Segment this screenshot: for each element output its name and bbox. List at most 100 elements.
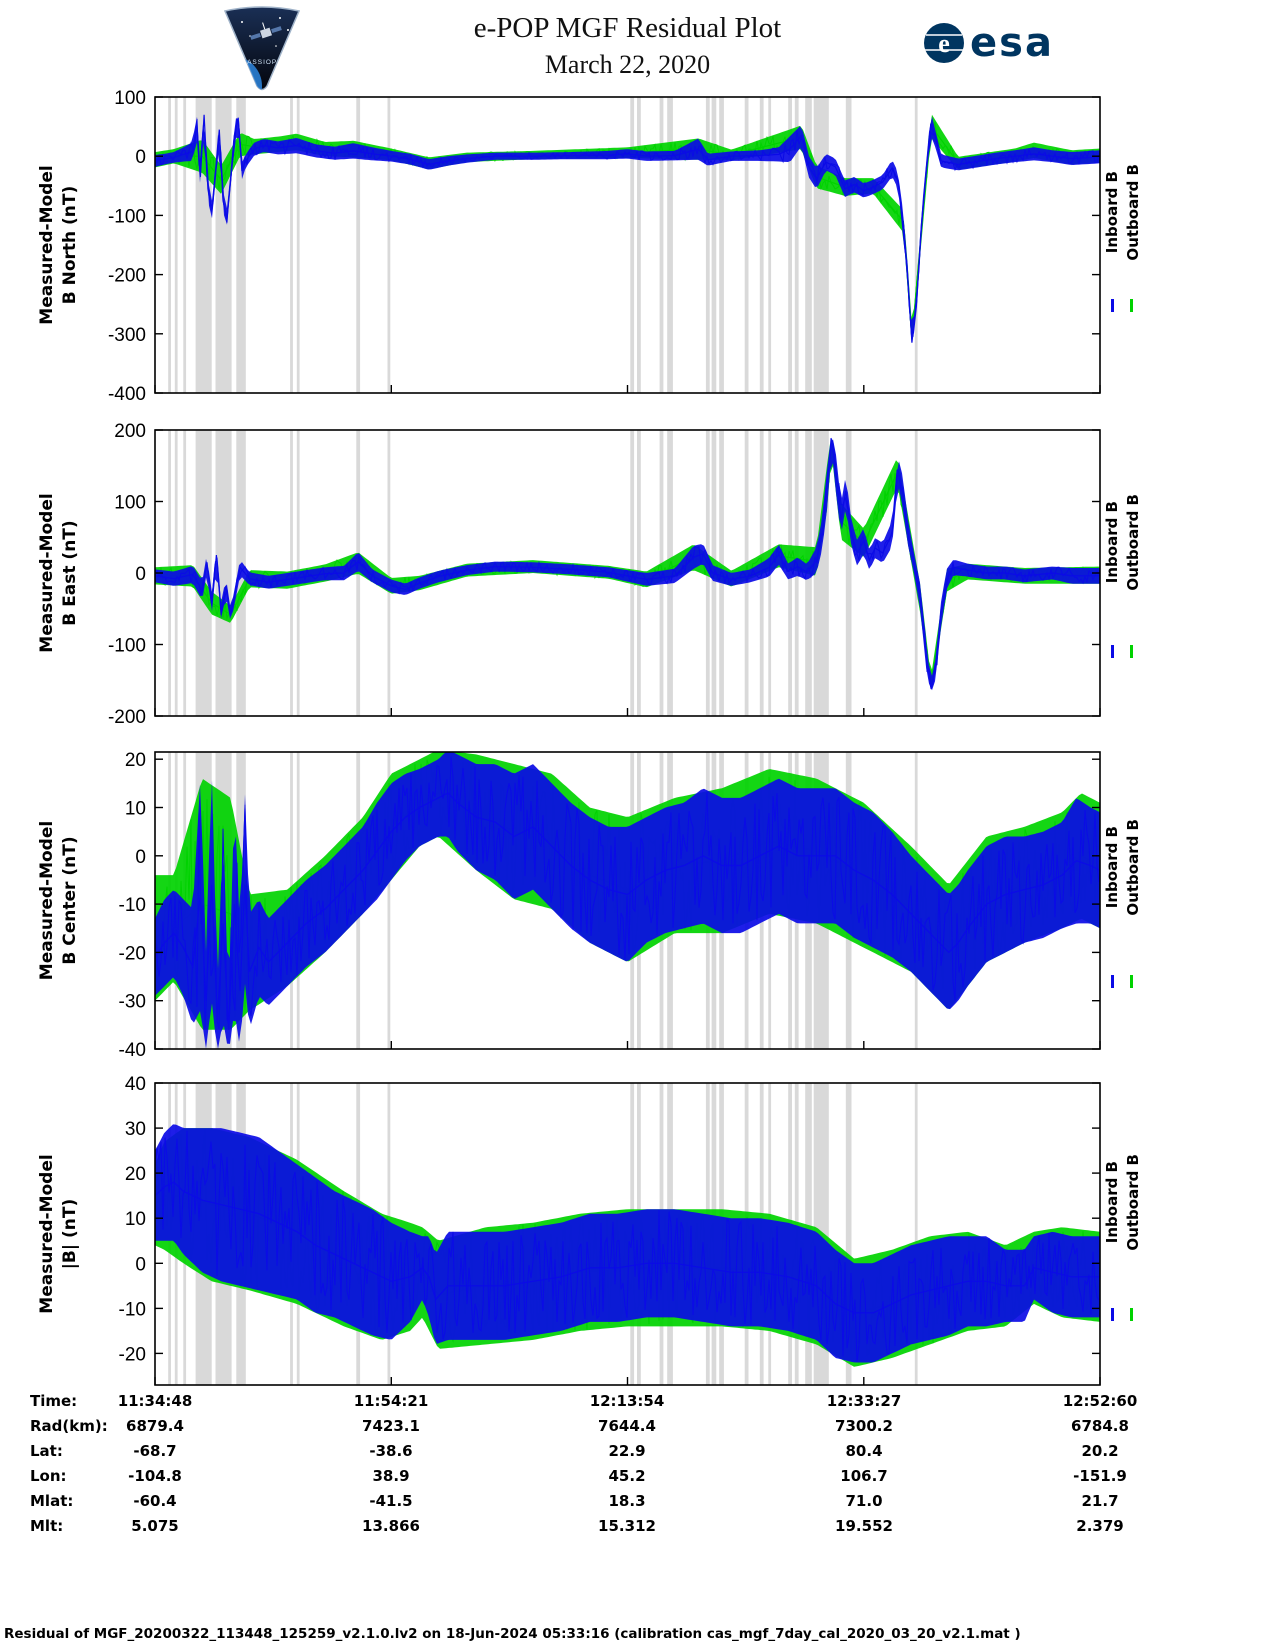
page-date: March 22, 2020 (544, 50, 711, 79)
ephemeris-row-mlt: Mlt: 5.075 13.866 15.312 19.552 2.379 (0, 1517, 1275, 1541)
legend-b-north: Inboard B Outboard B (1103, 117, 1142, 307)
ephemeris-value: 45.2 (608, 1467, 646, 1485)
svg-text:-400: -400 (108, 384, 146, 405)
ephemeris-row-mlat: Mlat: -60.4 -41.5 18.3 71.0 21.7 (0, 1492, 1275, 1516)
ephemeris-value: -41.5 (369, 1492, 413, 1510)
ephemeris-value: 12:13:54 (589, 1392, 665, 1410)
esa-logo: e esa (922, 20, 1054, 66)
ephemeris-label: Time: (30, 1392, 78, 1410)
legend-b-center: Inboard B Outboard B (1103, 772, 1142, 962)
legend-inboard-mark (1111, 975, 1114, 988)
ephemeris-value: 11:54:21 (353, 1392, 429, 1410)
legend-outboard-label: Outboard B (1124, 818, 1142, 916)
svg-text:-10: -10 (119, 895, 146, 916)
ylabel-line2: B East (nT) (60, 520, 80, 626)
svg-text:-100: -100 (108, 636, 146, 657)
esa-wordmark: esa (970, 20, 1054, 66)
ephemeris-value: 15.312 (598, 1517, 656, 1535)
svg-text:-30: -30 (119, 992, 146, 1013)
svg-text:20: 20 (125, 1164, 146, 1185)
legend-outboard-label: Outboard B (1124, 1154, 1142, 1251)
svg-text:10: 10 (125, 1209, 146, 1230)
ephemeris-value: 7300.2 (835, 1417, 893, 1435)
ylabel-line1: Measured-Model (37, 493, 57, 653)
legend-b-mag: Inboard B Outboard B (1103, 1105, 1142, 1300)
ephemeris-value: 6879.4 (126, 1417, 184, 1435)
svg-text:0: 0 (135, 147, 146, 168)
ephemeris-label: Rad(km): (30, 1417, 108, 1435)
legend-b-east: Inboard B Outboard B (1103, 450, 1142, 635)
legend-inboard-label: Inboard B (1103, 1161, 1121, 1244)
ephemeris-value: 11:34:48 (117, 1392, 193, 1410)
ephemeris-value: 6784.8 (1071, 1417, 1129, 1435)
svg-text:-10: -10 (119, 1299, 146, 1320)
ephemeris-value: 5.075 (131, 1517, 179, 1535)
ephemeris-value: 80.4 (845, 1442, 883, 1460)
ephemeris-value: 21.7 (1081, 1492, 1119, 1510)
cassiope-mission-logo: CASSIOPE (223, 6, 301, 91)
ephemeris-value: 20.2 (1081, 1442, 1119, 1460)
footer-provenance-text: Residual of MGF_20200322_113448_125259_v… (4, 1626, 1021, 1642)
svg-text:40: 40 (125, 1074, 146, 1095)
ephemeris-label: Lon: (30, 1467, 67, 1485)
ephemeris-value: 12:52:60 (1062, 1392, 1138, 1410)
ephemeris-label: Lat: (30, 1442, 63, 1460)
svg-text:100: 100 (114, 493, 146, 514)
ylabel-line1: Measured-Model (37, 165, 57, 325)
svg-text:20: 20 (125, 750, 146, 771)
ephemeris-row-lat: Lat: -68.7 -38.6 22.9 80.4 20.2 (0, 1442, 1275, 1466)
panel-b-north-plot: 100 0 -100 -200 -300 -400 (108, 88, 1101, 405)
y-axis-label-b-center: Measured-Model B Center (nT) (36, 752, 82, 1049)
svg-text:-20: -20 (119, 1344, 146, 1365)
legend-inboard-mark (1111, 645, 1114, 658)
svg-text:-20: -20 (119, 943, 146, 964)
ephemeris-value: -68.7 (133, 1442, 177, 1460)
ephemeris-value: -151.9 (1073, 1467, 1127, 1485)
ephemeris-value: -60.4 (133, 1492, 177, 1510)
ephemeris-value: 18.3 (608, 1492, 646, 1510)
svg-text:0: 0 (135, 847, 146, 868)
ephemeris-row-lon: Lon: -104.8 38.9 45.2 106.7 -151.9 (0, 1467, 1275, 1491)
ephemeris-value: 2.379 (1076, 1517, 1124, 1535)
legend-inboard-label: Inboard B (1103, 825, 1121, 909)
mission-patch-text: CASSIOPE (241, 59, 282, 66)
ephemeris-value: 7644.4 (598, 1417, 656, 1435)
ylabel-line2: |B| (nT) (60, 1198, 80, 1270)
ephemeris-label: Mlat: (30, 1492, 74, 1510)
ephemeris-value: 13.866 (362, 1517, 420, 1535)
legend-outboard-mark (1130, 645, 1133, 658)
ephemeris-row-rad: Rad(km): 6879.4 7423.1 7644.4 7300.2 678… (0, 1417, 1275, 1441)
svg-text:-200: -200 (108, 707, 146, 728)
svg-text:-300: -300 (108, 325, 146, 346)
svg-text:0: 0 (135, 1254, 146, 1275)
legend-outboard-label: Outboard B (1124, 494, 1142, 591)
panel-b-center-plot: 20 10 0 -10 -20 -30 -40 (119, 750, 1101, 1061)
ephemeris-value: -38.6 (369, 1442, 413, 1460)
ephemeris-label: Mlt: (30, 1517, 64, 1535)
satellite-icon (250, 22, 282, 40)
y-axis-label-b-east: Measured-Model B East (nT) (36, 430, 82, 716)
esa-glyph: e (938, 29, 950, 58)
legend-inboard-label: Inboard B (1103, 170, 1121, 254)
legend-outboard-mark (1130, 975, 1133, 988)
ephemeris-value: 71.0 (845, 1492, 883, 1510)
ephemeris-value: 19.552 (835, 1517, 893, 1535)
y-axis-label-b-mag: Measured-Model |B| (nT) (36, 1083, 82, 1385)
ephemeris-value: 22.9 (608, 1442, 646, 1460)
ephemeris-value: 12:33:27 (826, 1392, 902, 1410)
esa-globe-icon: e (924, 23, 964, 63)
panel-b-mag-plot: 40 30 20 10 0 -10 -20 (119, 1074, 1101, 1386)
ylabel-line1: Measured-Model (37, 820, 57, 981)
svg-text:0: 0 (135, 564, 146, 585)
ylabel-line1: Measured-Model (37, 1154, 57, 1314)
svg-text:10: 10 (125, 799, 146, 820)
svg-text:200: 200 (114, 421, 146, 442)
legend-inboard-mark (1111, 1308, 1114, 1321)
ylabel-line2: B Center (nT) (60, 836, 80, 965)
legend-outboard-mark (1130, 1308, 1133, 1321)
ephemeris-value: 7423.1 (362, 1417, 420, 1435)
panel-b-east-plot: 200 100 0 -100 -200 (108, 421, 1101, 728)
ephemeris-row-time: Time: 11:34:48 11:54:21 12:13:54 12:33:2… (0, 1392, 1275, 1416)
svg-text:30: 30 (125, 1119, 146, 1140)
